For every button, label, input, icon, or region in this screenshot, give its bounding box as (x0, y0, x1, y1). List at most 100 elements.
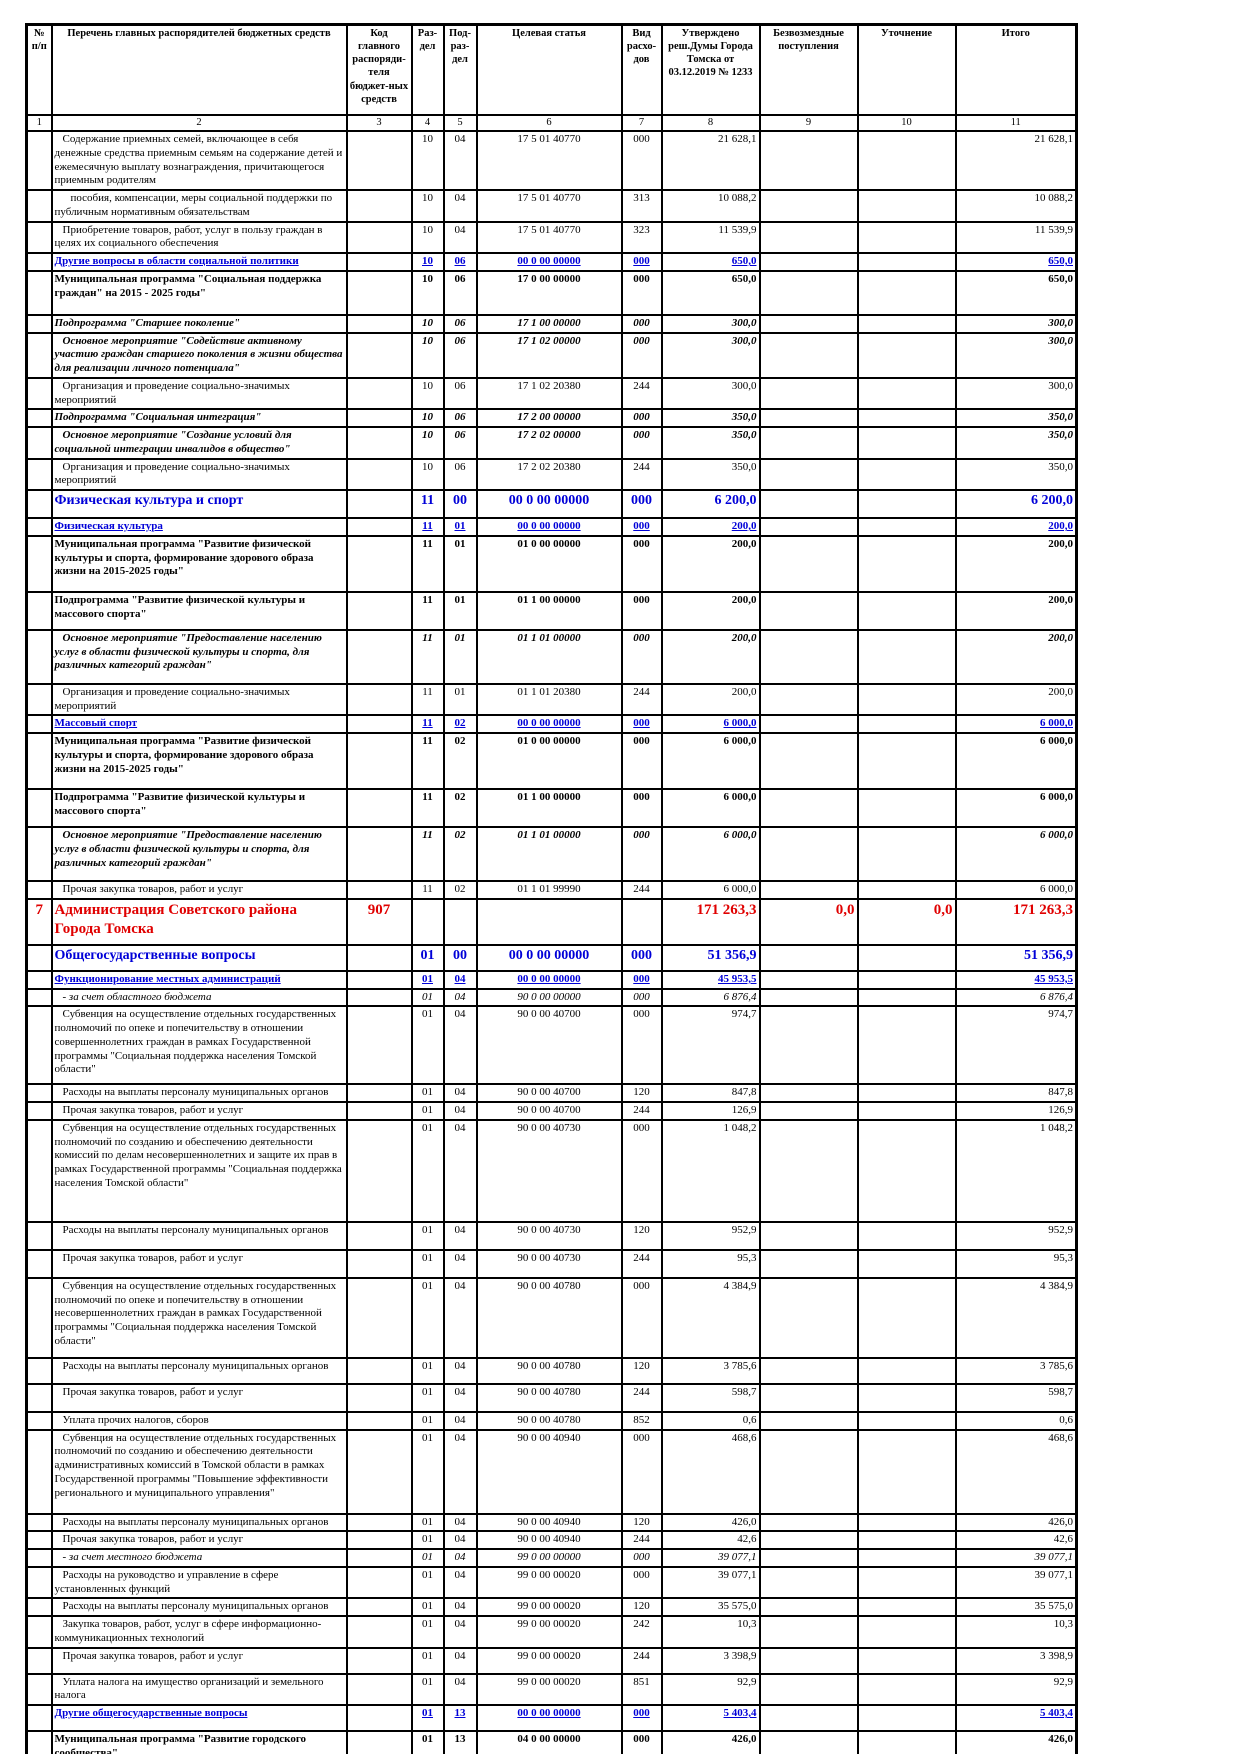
row-approved: 200,0 (660, 534, 761, 593)
row-podrazdel: 04 (442, 1005, 478, 1086)
row-description: Подпрограмма "Развитие физической культу… (50, 788, 348, 828)
row-grbs-code (345, 732, 413, 790)
row-gratuitous (758, 1428, 859, 1515)
row-expense-type: 000 (620, 1276, 663, 1359)
table-row: Прочая закупка товаров, работ и услуг 11 0… (25, 880, 1078, 900)
row-num (25, 714, 53, 734)
row-total: 11 539,9 (954, 220, 1078, 254)
row-razdel: 01 (410, 987, 445, 1008)
row-num (25, 788, 53, 828)
row-refinement (856, 517, 957, 537)
row-expense-type: 244 (620, 1101, 663, 1121)
row-target-article: 99 0 00 00000 (475, 1548, 623, 1568)
row-grbs-code (345, 331, 413, 379)
row-total: 45 953,5 (954, 969, 1078, 990)
row-expense-type: 000 (620, 534, 663, 593)
row-target-article: 00 0 00 00000 (475, 969, 623, 990)
row-gratuitous (758, 269, 859, 316)
row-num (25, 220, 53, 254)
row-gratuitous (758, 1276, 859, 1359)
row-total: 126,9 (954, 1101, 1078, 1121)
row-num (25, 457, 53, 491)
row-num (25, 628, 53, 685)
row-approved: 6 000,0 (660, 788, 761, 828)
row-razdel: 11 (410, 517, 445, 537)
row-refinement (856, 732, 957, 790)
row-total: 468,6 (954, 1428, 1078, 1515)
table-row: Муниципальная программа "Развитие физиче… (25, 534, 1078, 593)
row-grbs-code (345, 1704, 413, 1732)
row-grbs-code (345, 313, 413, 334)
row-razdel: 01 (410, 1382, 445, 1413)
row-expense-type: 120 (620, 1220, 663, 1251)
row-podrazdel: 04 (442, 1083, 478, 1103)
row-grbs-code (345, 788, 413, 828)
row-description: Подпрограмма "Развитие физической культу… (50, 590, 348, 631)
row-num (25, 943, 53, 972)
row-expense-type: 120 (620, 1597, 663, 1617)
row-approved: 171 263,3 (660, 897, 761, 946)
row-gratuitous (758, 880, 859, 900)
row-gratuitous (758, 1615, 859, 1649)
header-refinement: Уточнение (856, 23, 957, 116)
row-razdel: 10 (410, 457, 445, 491)
row-podrazdel (442, 897, 478, 946)
row-refinement (856, 457, 957, 491)
row-razdel: 11 (410, 826, 445, 882)
row-description: Приобретение товаров, работ, услуг в пол… (50, 220, 348, 254)
row-num (25, 408, 53, 428)
row-approved: 95,3 (660, 1248, 761, 1279)
row-expense-type: 000 (620, 1548, 663, 1568)
row-refinement (856, 408, 957, 428)
row-podrazdel: 04 (442, 969, 478, 990)
row-refinement (856, 1410, 957, 1431)
row-expense-type: 244 (620, 1248, 663, 1279)
row-approved: 3 785,6 (660, 1356, 761, 1385)
row-total: 6 200,0 (954, 489, 1078, 519)
row-num (25, 590, 53, 631)
row-description: Прочая закупка товаров, работ и услуг (50, 1101, 348, 1121)
row-razdel: 01 (410, 943, 445, 972)
row-grbs-code (345, 1005, 413, 1086)
row-total: 6 000,0 (954, 826, 1078, 882)
row-gratuitous (758, 1672, 859, 1706)
row-total: 847,8 (954, 1083, 1078, 1103)
row-razdel: 01 (410, 1672, 445, 1706)
row-description: Прочая закупка товаров, работ и услуг (50, 1530, 348, 1550)
row-razdel: 01 (410, 1646, 445, 1675)
row-gratuitous (758, 1646, 859, 1675)
row-total: 1 048,2 (954, 1118, 1078, 1223)
row-target-article: 01 0 00 00000 (475, 732, 623, 790)
row-expense-type: 000 (620, 517, 663, 537)
row-refinement (856, 1548, 957, 1568)
row-num (25, 1672, 53, 1706)
header-podrazdel: Под-раз-дел (442, 23, 478, 116)
row-description: Функционирование местных администраций (50, 969, 348, 990)
row-num (25, 1083, 53, 1103)
row-grbs-code (345, 1730, 413, 1754)
row-num (25, 987, 53, 1008)
table-row: Уплата налога на имущество организаций и… (25, 1672, 1078, 1706)
row-expense-type: 000 (620, 408, 663, 428)
row-grbs-code (345, 943, 413, 972)
row-description: - за счет местного бюджета (50, 1548, 348, 1568)
row-description: Массовый спорт (50, 714, 348, 734)
table-row: Основное мероприятие "Предоставление нас… (25, 826, 1078, 882)
row-razdel: 01 (410, 1248, 445, 1279)
row-num: 7 (25, 897, 53, 946)
row-approved: 39 077,1 (660, 1565, 761, 1600)
row-target-article: 01 0 00 00000 (475, 534, 623, 593)
column-number: 10 (856, 114, 957, 132)
row-description: Содержание приемных семей, включающее в … (50, 130, 348, 191)
row-grbs-code (345, 130, 413, 191)
row-expense-type: 852 (620, 1410, 663, 1431)
row-grbs-code (345, 1083, 413, 1103)
row-description: Муниципальная программа "Развитие физиче… (50, 732, 348, 790)
row-gratuitous (758, 969, 859, 990)
row-target-article: 90 0 00 40730 (475, 1220, 623, 1251)
row-expense-type: 000 (620, 426, 663, 460)
row-expense-type: 851 (620, 1672, 663, 1706)
row-total: 200,0 (954, 590, 1078, 631)
row-razdel: 11 (410, 682, 445, 717)
row-description: Субвенция на осуществление отдельных гос… (50, 1118, 348, 1223)
